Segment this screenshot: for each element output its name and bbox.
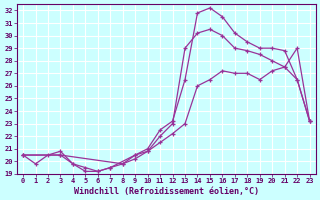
X-axis label: Windchill (Refroidissement éolien,°C): Windchill (Refroidissement éolien,°C) xyxy=(74,187,259,196)
